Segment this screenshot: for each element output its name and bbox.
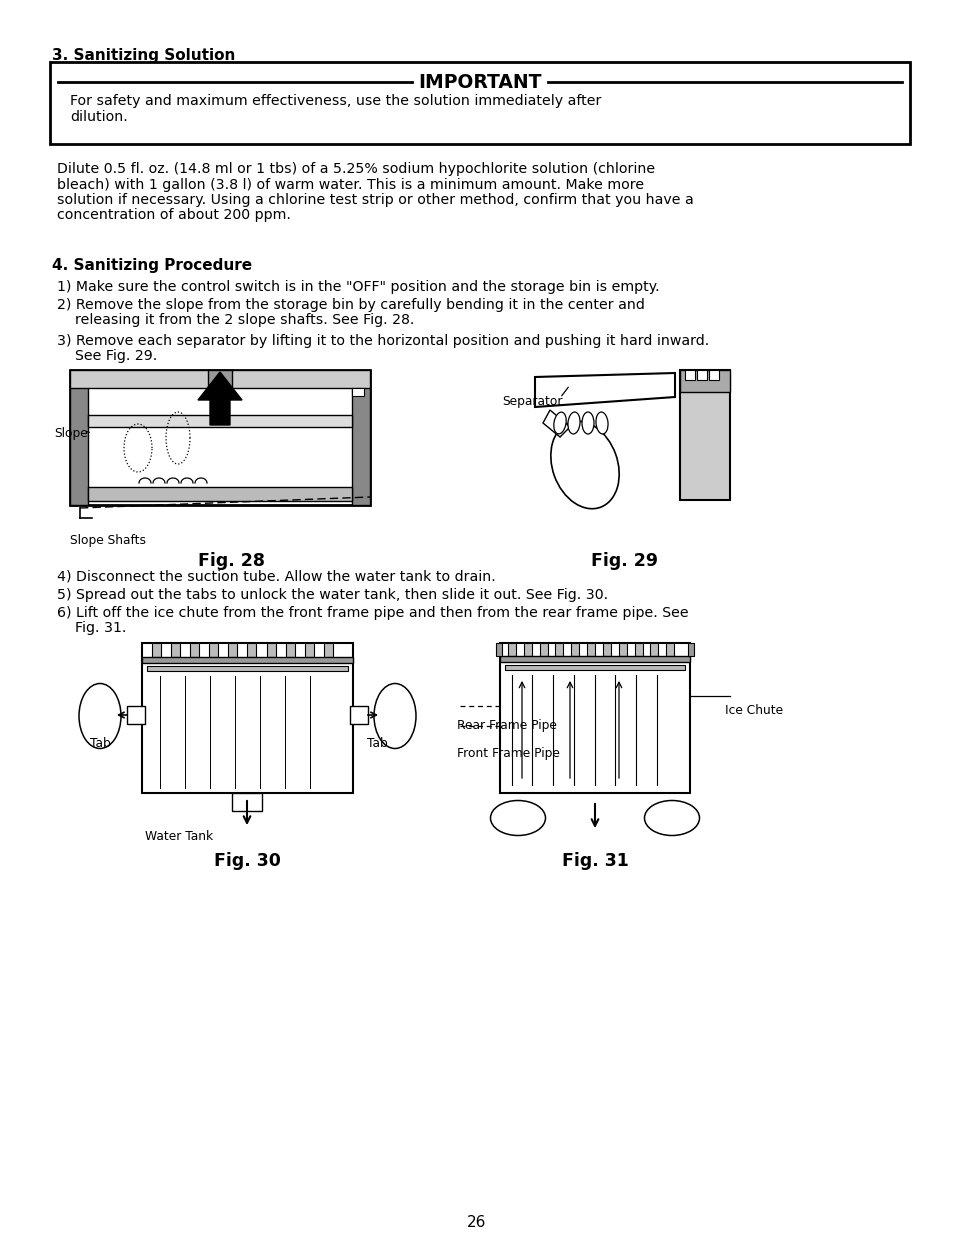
Bar — [209, 643, 218, 657]
Ellipse shape — [374, 683, 416, 748]
Bar — [350, 706, 368, 724]
Bar — [697, 370, 706, 380]
Text: Fig. 29: Fig. 29 — [591, 552, 658, 571]
Text: Front Frame Pipe: Front Frame Pipe — [456, 747, 559, 760]
Bar — [496, 643, 501, 656]
Text: Fig. 31.: Fig. 31. — [57, 621, 126, 635]
Text: 1) Make sure the control switch is in the "OFF" position and the storage bin is : 1) Make sure the control switch is in th… — [57, 280, 659, 294]
Text: 6) Lift off the ice chute from the front frame pipe and then from the rear frame: 6) Lift off the ice chute from the front… — [57, 606, 688, 620]
Text: Fig. 28: Fig. 28 — [198, 552, 265, 571]
Bar — [352, 388, 364, 396]
Bar — [602, 643, 610, 656]
Bar — [142, 657, 353, 663]
Text: For safety and maximum effectiveness, use the solution immediately after: For safety and maximum effectiveness, us… — [70, 94, 600, 107]
Bar — [190, 643, 199, 657]
Text: Slope: Slope — [54, 427, 88, 440]
Bar — [634, 643, 642, 656]
Text: 3) Remove each separator by lifting it to the horizontal position and pushing it: 3) Remove each separator by lifting it t… — [57, 333, 708, 348]
Text: Tab: Tab — [367, 737, 387, 750]
Ellipse shape — [553, 412, 566, 433]
Bar — [555, 643, 563, 656]
Text: dilution.: dilution. — [70, 110, 128, 124]
Text: Dilute 0.5 fl. oz. (14.8 ml or 1 tbs) of a 5.25% sodium hypochlorite solution (c: Dilute 0.5 fl. oz. (14.8 ml or 1 tbs) of… — [57, 162, 655, 177]
Text: Fig. 31: Fig. 31 — [561, 852, 628, 869]
Polygon shape — [542, 410, 569, 437]
Ellipse shape — [490, 800, 545, 836]
Bar — [586, 643, 595, 656]
Bar — [507, 643, 516, 656]
Text: Ice Chute: Ice Chute — [724, 704, 782, 718]
Bar — [708, 370, 719, 380]
Bar — [304, 643, 314, 657]
Bar — [499, 656, 689, 662]
Bar — [618, 643, 626, 656]
Bar — [504, 664, 684, 671]
Bar — [679, 370, 729, 500]
Bar — [208, 370, 232, 388]
Text: 4) Disconnect the suction tube. Allow the water tank to drain.: 4) Disconnect the suction tube. Allow th… — [57, 571, 496, 584]
Bar — [88, 415, 352, 427]
Text: Fig. 30: Fig. 30 — [213, 852, 280, 869]
Bar — [687, 643, 693, 656]
Bar — [228, 643, 237, 657]
Bar — [171, 643, 180, 657]
Text: IMPORTANT: IMPORTANT — [417, 73, 541, 91]
Text: Separator: Separator — [501, 395, 562, 408]
Bar — [352, 370, 370, 505]
Bar — [684, 370, 695, 380]
Bar — [247, 643, 256, 657]
Text: solution if necessary. Using a chlorine test strip or other method, confirm that: solution if necessary. Using a chlorine … — [57, 193, 693, 207]
Text: concentration of about 200 ppm.: concentration of about 200 ppm. — [57, 209, 291, 222]
Bar — [499, 643, 689, 793]
Bar — [142, 643, 353, 793]
Ellipse shape — [644, 800, 699, 836]
Bar — [50, 62, 909, 144]
Text: Water Tank: Water Tank — [145, 830, 213, 844]
Bar — [679, 370, 729, 391]
Bar — [539, 643, 547, 656]
Ellipse shape — [550, 421, 618, 509]
Bar — [324, 643, 333, 657]
Bar — [266, 643, 275, 657]
Text: Rear Frame Pipe: Rear Frame Pipe — [456, 719, 557, 732]
Bar — [70, 370, 370, 388]
Text: Slope Shafts: Slope Shafts — [70, 534, 146, 547]
Text: 5) Spread out the tabs to unlock the water tank, then slide it out. See Fig. 30.: 5) Spread out the tabs to unlock the wat… — [57, 588, 607, 601]
Polygon shape — [535, 373, 675, 408]
Bar — [70, 370, 88, 505]
Polygon shape — [198, 372, 242, 425]
Bar — [650, 643, 658, 656]
Bar — [232, 793, 262, 811]
Bar — [147, 666, 348, 671]
Bar — [523, 643, 531, 656]
Text: See Fig. 29.: See Fig. 29. — [57, 350, 157, 363]
Text: 4. Sanitizing Procedure: 4. Sanitizing Procedure — [52, 258, 252, 273]
Ellipse shape — [581, 412, 594, 433]
Ellipse shape — [79, 683, 121, 748]
Bar — [152, 643, 161, 657]
Text: 2) Remove the slope from the storage bin by carefully bending it in the center a: 2) Remove the slope from the storage bin… — [57, 298, 644, 312]
Text: 26: 26 — [467, 1215, 486, 1230]
Bar — [285, 643, 294, 657]
Bar — [70, 370, 370, 505]
Text: 3. Sanitizing Solution: 3. Sanitizing Solution — [52, 48, 235, 63]
Ellipse shape — [596, 412, 607, 433]
Bar — [571, 643, 578, 656]
Bar — [88, 487, 352, 501]
Text: bleach) with 1 gallon (3.8 l) of warm water. This is a minimum amount. Make more: bleach) with 1 gallon (3.8 l) of warm wa… — [57, 178, 643, 191]
Text: releasing it from the 2 slope shafts. See Fig. 28.: releasing it from the 2 slope shafts. Se… — [57, 312, 414, 327]
Bar — [665, 643, 674, 656]
Ellipse shape — [567, 412, 579, 433]
Text: Tab: Tab — [90, 737, 111, 750]
Bar — [127, 706, 145, 724]
